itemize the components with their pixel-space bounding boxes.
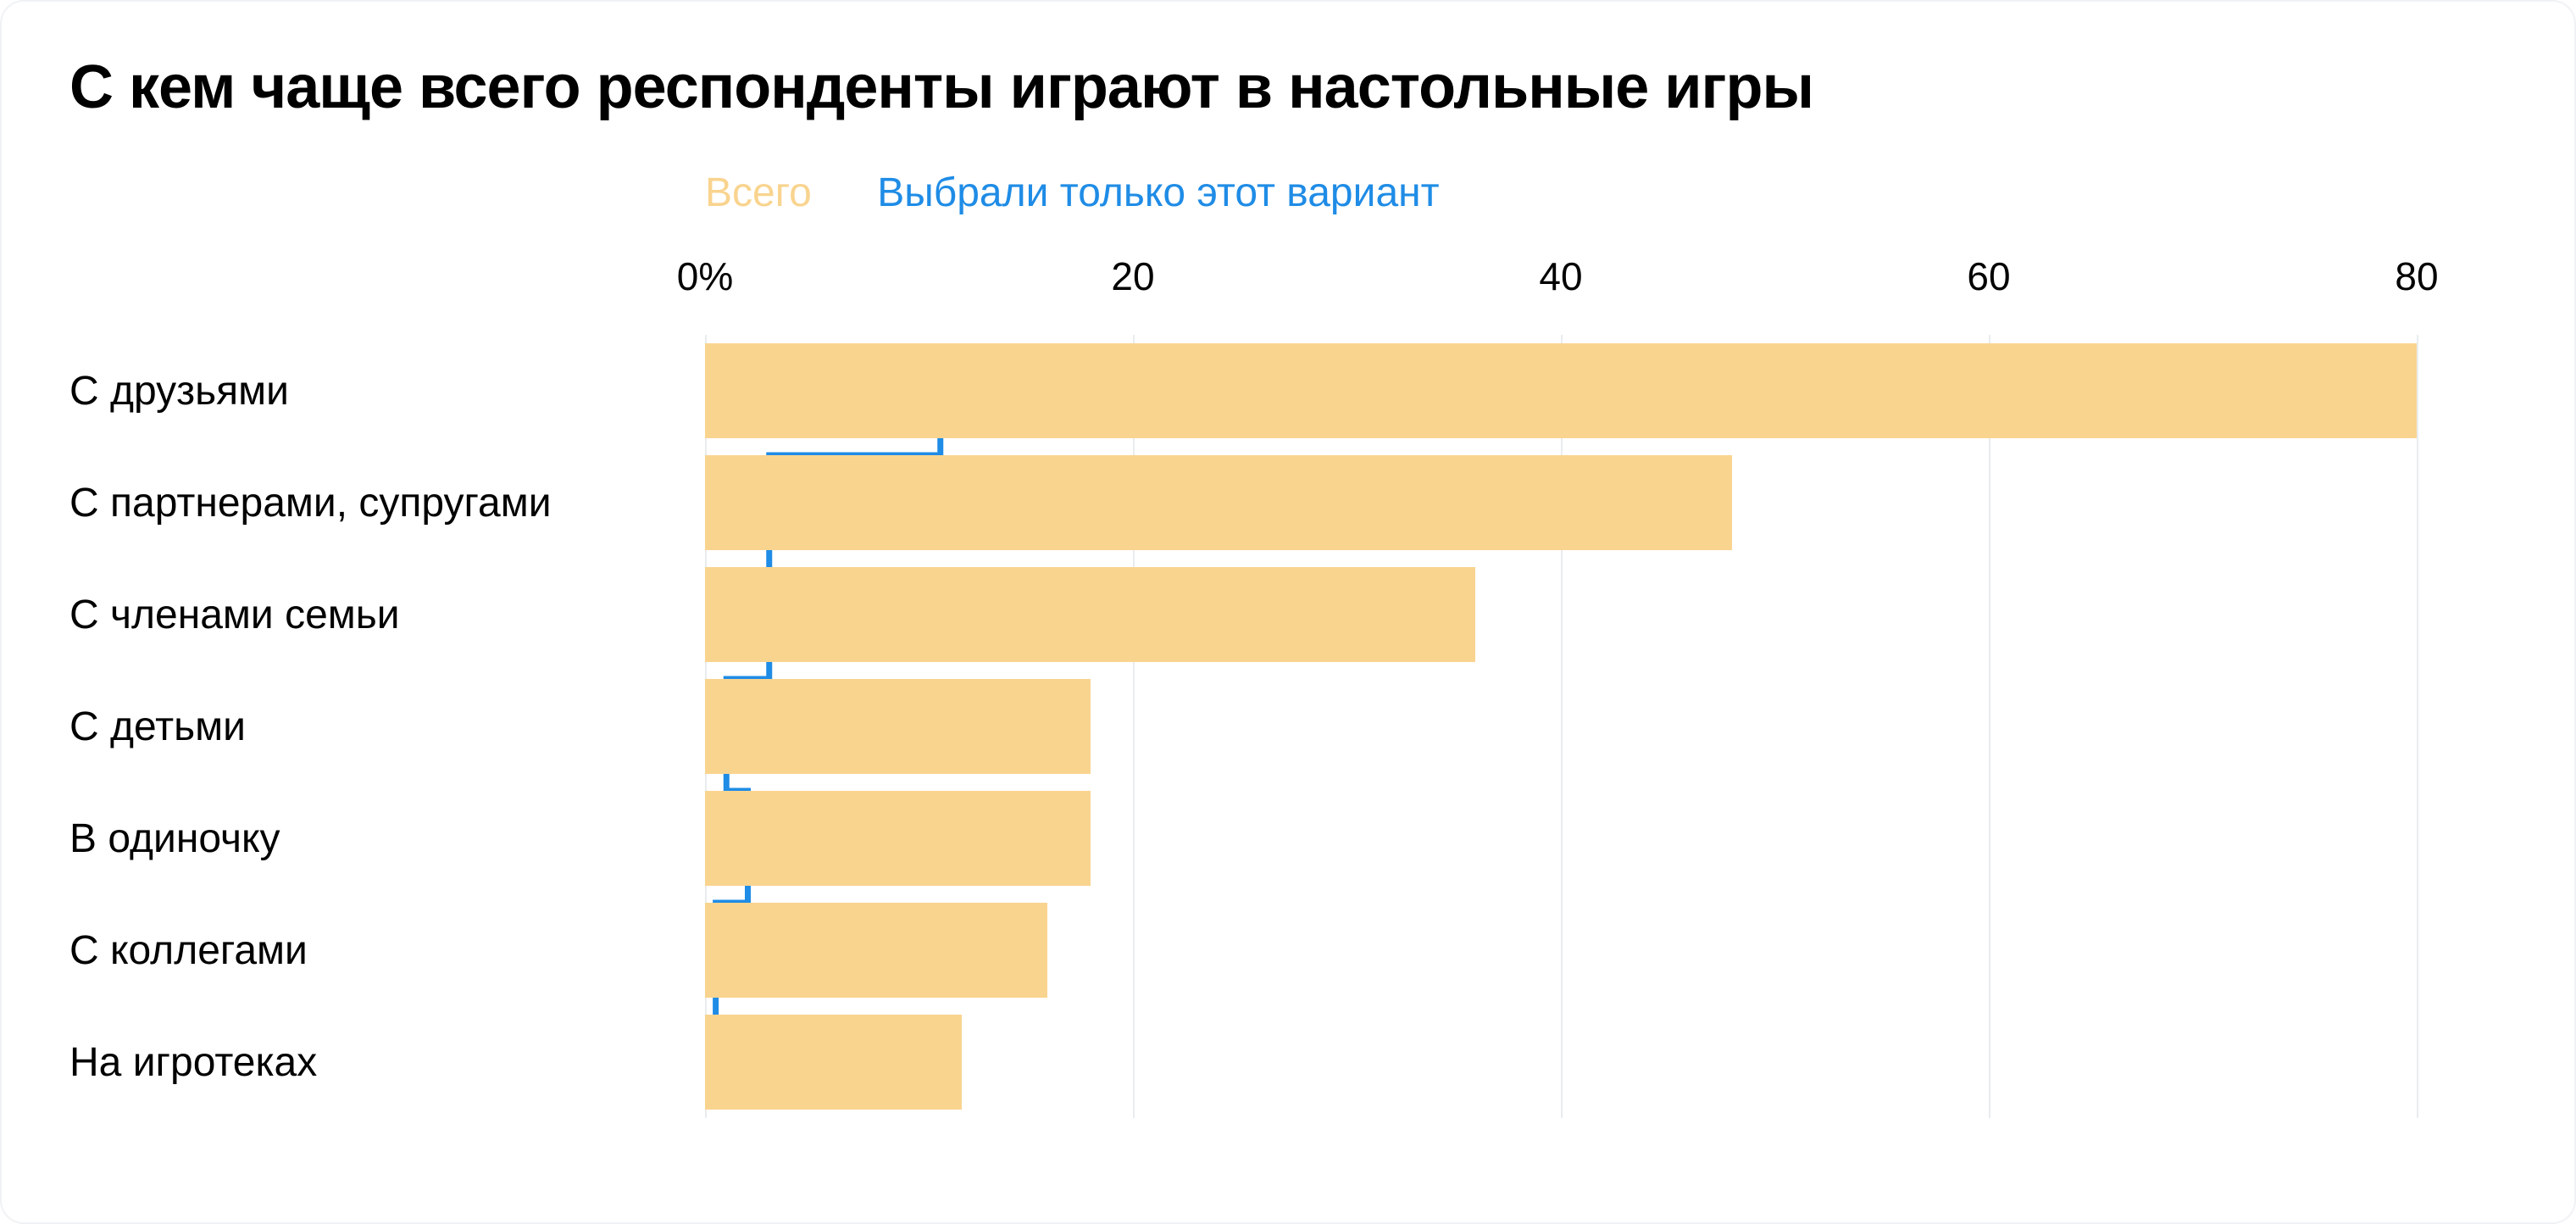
bar-row: На игротеках [69,1006,2507,1118]
bar-total [705,679,1091,774]
legend-total-label: Всего [705,170,812,215]
category-label: С партнерами, супругами [69,480,705,526]
bar-total [705,455,1732,550]
category-label: С детьми [69,704,705,750]
bar-total [705,343,2417,438]
category-label: На игротеках [69,1039,705,1086]
category-label: В одиночку [69,815,705,862]
bar-total [705,903,1047,998]
x-tick-label: 40 [1539,253,1582,299]
chart-card: С кем чаще всего респонденты играют в на… [0,0,2576,1224]
x-tick-label: 20 [1111,253,1154,299]
category-label: С членами семьи [69,592,705,638]
category-label: С друзьями [69,368,705,414]
bar-row: С партнерами, супругами [69,447,2507,559]
bar-row: С членами семьи [69,559,2507,670]
category-label: С коллегами [69,927,705,974]
x-tick-label: 60 [1967,253,2010,299]
x-axis-labels: 0%20406080 [705,253,2417,301]
bar-row: В одиночку [69,782,2507,894]
bar-total [705,791,1091,886]
bar-row: С друзьями [69,335,2507,447]
chart-rows: С друзьями С партнерами, супругами С члена… [69,335,2507,1118]
chart-plot-wrap: 0% 20 40 60 80 С друзьями С партнерами, супру… [69,253,2507,1118]
chart-title: С кем чаще всего респонденты играют в на… [69,53,2507,122]
chart-legend: Всего Выбрали только этот вариант [705,170,2507,216]
bar-total [705,567,1475,662]
bar-total [705,1015,962,1110]
bar-row: С коллегами [69,894,2507,1006]
bar-row: С детьми [69,670,2507,782]
x-tick-label: 0% [677,253,733,299]
legend-only-label: Выбрали только этот вариант [877,170,1439,215]
x-tick-label: 80 [2395,253,2438,299]
